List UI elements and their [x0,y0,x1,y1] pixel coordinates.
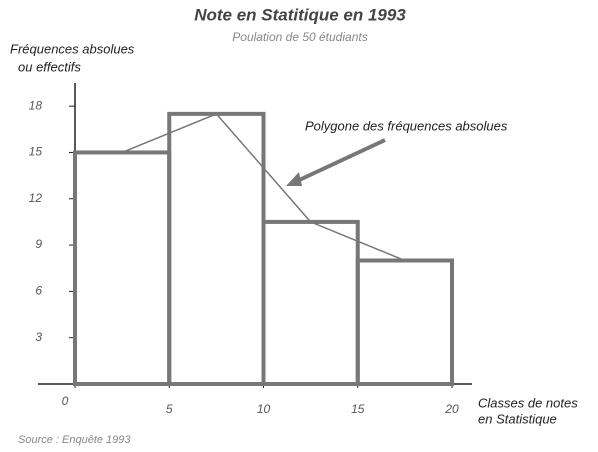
y-tick-label: 15 [29,145,43,159]
chart-title: Note en Statitique en 1993 [194,5,406,24]
x-tick-label: 15 [351,402,365,416]
x-tick-label: 20 [444,402,459,416]
chart-subtitle: Poulation de 50 étudiants [232,30,367,44]
x-axis-label: en Statistique [478,411,557,426]
y-axis-label: ou effectifs [18,59,81,74]
x-tick-label: 0 [62,394,69,408]
y-tick-label: 6 [35,284,42,298]
y-tick-label: 9 [35,237,42,251]
y-axis-label: Fréquences absolues [10,41,135,56]
y-tick-label: 18 [29,98,43,112]
annotation-arrowhead [286,172,302,186]
y-tick-label: 12 [29,191,43,205]
bar [167,111,266,386]
y-tick-label: 3 [35,330,42,344]
x-tick-label: 5 [166,402,173,416]
frequency-polygon [121,112,406,262]
bar [261,219,360,386]
x-tick-label: 10 [257,402,271,416]
annotation: Polygone des fréquences absolues [305,118,508,133]
bar [73,150,172,386]
bar [355,258,454,386]
x-axis-label: Classes de notes [478,395,578,410]
annotation-arrow [294,138,386,184]
source: Source : Enquête 1993 [18,434,131,446]
